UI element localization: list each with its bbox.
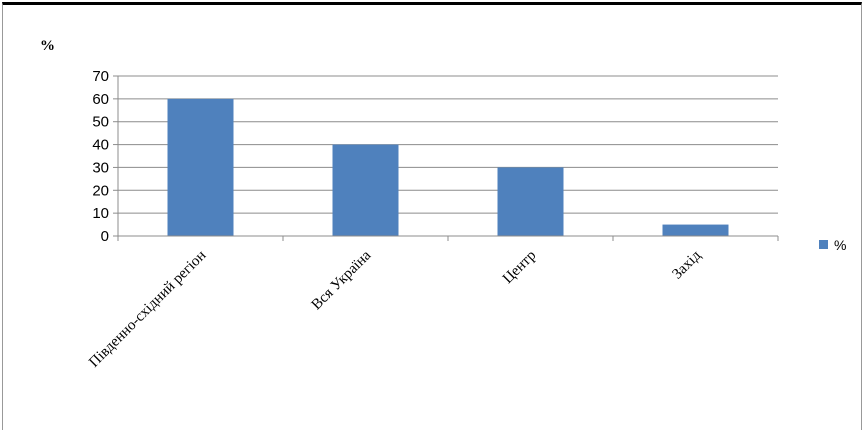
y-tick-label: 70 — [92, 68, 109, 85]
category-label: Південно-східний регіон — [86, 248, 209, 371]
bars — [167, 98, 729, 236]
legend-swatch — [819, 240, 828, 249]
bar — [662, 224, 729, 236]
bar — [332, 144, 399, 236]
legend: % — [819, 237, 846, 253]
legend-label: % — [834, 237, 846, 253]
category-label: Захід — [669, 247, 704, 282]
category-label: Центр — [500, 248, 539, 287]
bar — [167, 98, 234, 236]
y-tick-label: 50 — [92, 114, 109, 131]
y-tick-label: 20 — [92, 182, 109, 199]
category-labels: Південно-східний регіон Вся Україна Центр З… — [86, 247, 704, 370]
y-tick-label: 10 — [92, 205, 109, 222]
axes — [117, 76, 779, 241]
y-tick-label: 60 — [92, 91, 109, 108]
y-unit-label: % — [40, 38, 55, 54]
y-axis-ticks: 0 10 20 30 40 50 60 70 — [92, 68, 118, 245]
chart-frame — [2, 2, 862, 430]
y-tick-label: 40 — [92, 137, 109, 154]
y-tick-label: 30 — [92, 159, 109, 176]
bar — [497, 167, 564, 236]
category-label: Вся Україна — [309, 247, 375, 313]
y-tick-label: 0 — [101, 228, 109, 245]
